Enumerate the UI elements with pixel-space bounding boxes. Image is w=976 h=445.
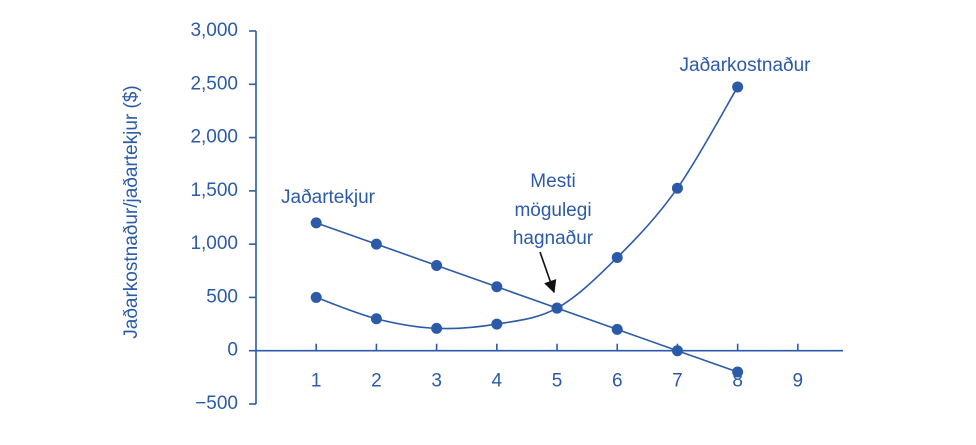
- series-label: Jaðartekjur: [281, 187, 376, 208]
- series-label: Jaðarkostnaður: [680, 55, 812, 76]
- annotation: Mesti: [530, 171, 575, 192]
- x-tick-label: 4: [492, 371, 503, 392]
- annotation-arrow: [539, 251, 557, 294]
- x-tick-label: 6: [612, 371, 623, 392]
- data-point: [732, 366, 744, 378]
- data-point: [671, 182, 683, 194]
- x-tick-label: 7: [672, 371, 683, 392]
- data-point: [310, 291, 322, 303]
- annotation: mögulegi: [514, 200, 591, 221]
- y-tick-label: 1,000: [190, 233, 238, 254]
- y-tick-label: 0: [227, 340, 238, 361]
- data-point: [310, 217, 322, 229]
- x-tick-label: 8: [732, 371, 743, 392]
- data-point: [491, 318, 503, 330]
- x-tick-label: 3: [431, 371, 442, 392]
- data-point: [370, 313, 382, 325]
- data-point: [431, 322, 443, 334]
- annotation: hagnaður: [513, 228, 594, 249]
- y-tick-label: 3,000: [190, 20, 238, 41]
- x-tick-label: 2: [371, 371, 382, 392]
- y-tick-label: 1,500: [190, 180, 238, 201]
- data-point: [611, 251, 623, 263]
- y-tick-label: 500: [206, 286, 238, 307]
- data-point: [611, 323, 623, 335]
- y-tick-label: 2,000: [190, 127, 238, 148]
- y-tick-label: 2,500: [190, 73, 238, 94]
- data-point: [671, 345, 683, 357]
- x-tick-label: 1: [311, 371, 322, 392]
- x-tick-label: 9: [793, 371, 804, 392]
- data-point: [732, 81, 744, 93]
- data-point: [491, 281, 503, 293]
- data-point: [431, 259, 443, 271]
- data-point: [551, 302, 563, 314]
- y-tick-label: −500: [195, 393, 238, 414]
- y-axis-label: Jaðarkostnaður/jaðartekjur ($): [121, 85, 142, 338]
- series-line: [315, 222, 738, 373]
- data-point: [370, 238, 382, 250]
- x-tick-label: 5: [552, 371, 563, 392]
